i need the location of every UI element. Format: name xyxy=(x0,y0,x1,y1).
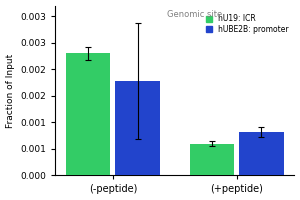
Bar xyxy=(239,132,284,175)
Y-axis label: Fraction of Input: Fraction of Input xyxy=(6,53,15,128)
Legend: hU19: ICR, hUBE2B: promoter: hU19: ICR, hUBE2B: promoter xyxy=(205,13,291,35)
Text: Genomic site: Genomic site xyxy=(167,10,223,19)
Bar xyxy=(190,144,234,175)
Bar xyxy=(116,81,160,175)
Bar xyxy=(66,53,110,175)
